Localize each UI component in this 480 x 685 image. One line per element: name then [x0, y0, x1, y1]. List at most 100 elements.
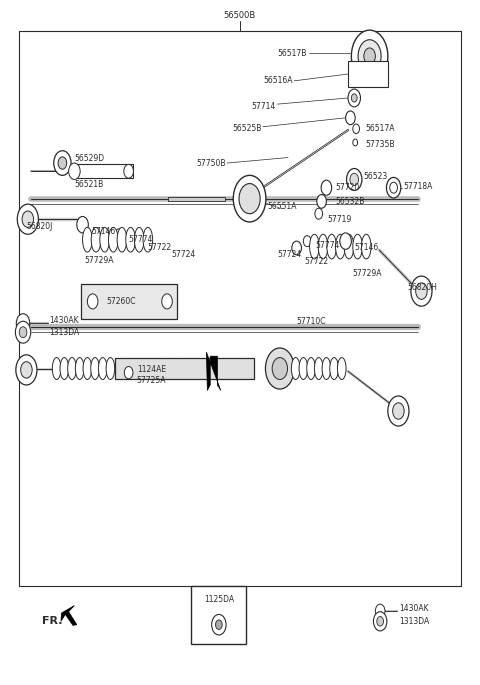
Ellipse shape: [117, 227, 127, 252]
Text: 56523: 56523: [363, 172, 388, 182]
Circle shape: [16, 355, 37, 385]
Ellipse shape: [91, 227, 101, 252]
Circle shape: [292, 241, 301, 255]
Text: 57146: 57146: [354, 243, 379, 253]
Ellipse shape: [344, 234, 354, 259]
Text: FR.: FR.: [42, 616, 63, 625]
Circle shape: [272, 358, 288, 379]
Circle shape: [54, 151, 71, 175]
Circle shape: [364, 48, 375, 64]
Text: 57774: 57774: [129, 235, 153, 245]
Circle shape: [16, 314, 30, 333]
Text: 57260C: 57260C: [107, 297, 136, 306]
Ellipse shape: [299, 358, 308, 379]
Circle shape: [351, 94, 357, 102]
Ellipse shape: [68, 358, 76, 379]
Text: 57729A: 57729A: [353, 269, 382, 279]
Ellipse shape: [353, 234, 362, 259]
Text: 56820H: 56820H: [407, 283, 437, 292]
Polygon shape: [61, 606, 77, 625]
Text: 57718A: 57718A: [403, 182, 432, 191]
Ellipse shape: [91, 358, 99, 379]
Circle shape: [212, 614, 226, 635]
Bar: [115, 358, 254, 379]
Ellipse shape: [327, 234, 336, 259]
Circle shape: [315, 208, 323, 219]
Ellipse shape: [60, 358, 69, 379]
Text: 57774: 57774: [316, 240, 340, 250]
Bar: [81, 284, 177, 319]
Text: 1125DA: 1125DA: [204, 595, 234, 604]
Circle shape: [340, 233, 351, 249]
Text: 56820J: 56820J: [26, 221, 53, 231]
Text: 57735B: 57735B: [366, 140, 395, 149]
Circle shape: [358, 40, 381, 73]
Circle shape: [58, 157, 67, 169]
Text: 57719: 57719: [328, 214, 352, 224]
Ellipse shape: [108, 227, 118, 252]
Bar: [168, 197, 225, 201]
Text: 56516A: 56516A: [264, 76, 293, 86]
Circle shape: [353, 139, 358, 146]
Bar: [191, 586, 246, 644]
Ellipse shape: [100, 227, 109, 252]
Polygon shape: [206, 352, 221, 390]
Text: 1430AK: 1430AK: [49, 316, 79, 325]
Ellipse shape: [98, 358, 107, 379]
Ellipse shape: [322, 358, 331, 379]
Text: 57750B: 57750B: [196, 158, 226, 168]
Ellipse shape: [337, 358, 346, 379]
Text: 57720: 57720: [335, 183, 360, 192]
Ellipse shape: [318, 234, 328, 259]
Circle shape: [124, 366, 133, 379]
Ellipse shape: [291, 358, 300, 379]
Circle shape: [21, 362, 32, 378]
Text: 1313DA: 1313DA: [49, 327, 80, 337]
Text: 56521B: 56521B: [74, 180, 104, 190]
Text: 57724: 57724: [172, 250, 196, 260]
Text: 57725A: 57725A: [137, 375, 166, 385]
Circle shape: [19, 327, 27, 338]
Ellipse shape: [336, 234, 345, 259]
Circle shape: [347, 169, 362, 190]
Circle shape: [346, 111, 355, 125]
Circle shape: [350, 173, 359, 186]
Circle shape: [353, 124, 360, 134]
Circle shape: [69, 163, 80, 179]
Circle shape: [216, 620, 222, 630]
Text: 57724: 57724: [277, 250, 302, 260]
Circle shape: [77, 216, 88, 233]
Text: 56525B: 56525B: [232, 124, 262, 134]
Circle shape: [87, 294, 98, 309]
Ellipse shape: [106, 358, 115, 379]
Circle shape: [388, 396, 409, 426]
Text: 57146: 57146: [91, 227, 116, 236]
Circle shape: [317, 195, 326, 208]
Text: 1124AE: 1124AE: [137, 365, 166, 375]
Circle shape: [348, 89, 360, 107]
Bar: [71, 164, 133, 178]
Circle shape: [377, 616, 384, 626]
Circle shape: [265, 348, 294, 389]
Circle shape: [390, 182, 397, 193]
Circle shape: [17, 204, 38, 234]
Ellipse shape: [330, 358, 338, 379]
Ellipse shape: [361, 234, 371, 259]
Text: 56517B: 56517B: [278, 49, 307, 58]
Ellipse shape: [126, 227, 135, 252]
Text: 57710C: 57710C: [297, 317, 326, 327]
Circle shape: [351, 30, 388, 82]
Circle shape: [321, 180, 332, 195]
Text: 1313DA: 1313DA: [399, 616, 430, 626]
Bar: [348, 61, 388, 87]
Circle shape: [233, 175, 266, 222]
Ellipse shape: [83, 358, 92, 379]
Circle shape: [134, 233, 144, 247]
Text: 56551A: 56551A: [267, 202, 297, 212]
Text: 1430AK: 1430AK: [399, 603, 429, 613]
Circle shape: [22, 211, 34, 227]
Text: 56532B: 56532B: [335, 197, 364, 206]
Text: 56500B: 56500B: [224, 11, 256, 21]
Circle shape: [375, 604, 385, 618]
Circle shape: [411, 276, 432, 306]
